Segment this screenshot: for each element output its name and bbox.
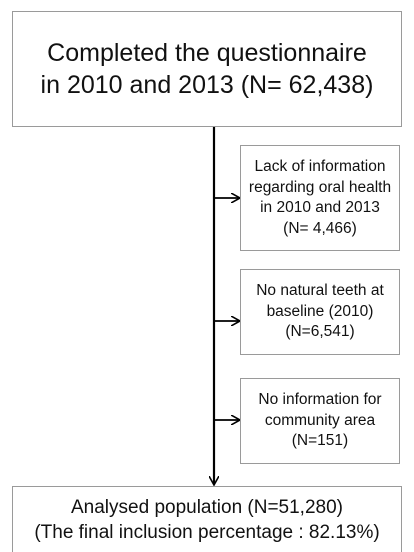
exclusion-text-line: Lack of information [254, 158, 386, 175]
start-text-line: in 2010 and 2013 (N= 62,438) [40, 71, 374, 99]
exclusion-box-oral-health: Lack of information regarding oral healt… [240, 145, 400, 251]
exclusion-text-line: No information for [258, 391, 382, 409]
exclusion-text-line: (N=151) [291, 432, 349, 450]
start-box: Completed the questionnaire in 2010 and … [12, 11, 402, 127]
exclusion-box-no-teeth: No natural teeth at baseline (2010) (N=6… [240, 269, 400, 355]
exclusion-text-line: (N=6,541) [285, 323, 355, 341]
exclusion-text-line: (N= 4,466) [283, 219, 357, 237]
exclusion-text-line: community area [264, 411, 376, 429]
end-text-line: (The final inclusion percentage : 82.13%… [34, 521, 380, 543]
exclusion-text-line: No natural teeth at [256, 282, 384, 300]
exclusion-text-line: baseline (2010) [266, 302, 374, 320]
exclusion-box-community-area: No information for community area (N=151… [240, 378, 400, 464]
analysed-population-box: Analysed population (N=51,280) (The fina… [12, 486, 402, 552]
start-text-line: Completed the questionnaire [47, 39, 367, 67]
exclusion-text-line: regarding oral health [248, 178, 392, 196]
exclusion-text-line: in 2010 and 2013 [260, 199, 380, 216]
end-text-line: Analysed population (N=51,280) [71, 496, 343, 518]
